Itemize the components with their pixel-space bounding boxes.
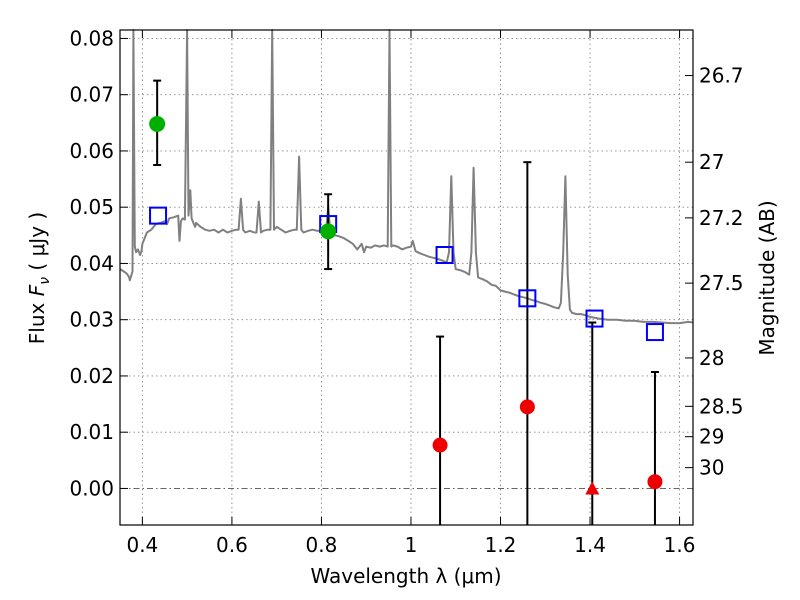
x-tick-label: 1 xyxy=(405,533,418,557)
magnitude-tick-label: 28.5 xyxy=(699,394,744,418)
y-axis-label: Flux Fν ( μJy ) xyxy=(25,212,53,344)
y-tick-label: 0.04 xyxy=(69,251,114,275)
x-tick-label: 1.4 xyxy=(574,533,606,557)
y-tick-label: 0.06 xyxy=(69,139,114,163)
model-photometry-square xyxy=(435,246,454,264)
model-sed-spectrum xyxy=(119,29,694,325)
upper-limit-point xyxy=(432,437,448,453)
y-tick-label: 0.02 xyxy=(69,364,114,388)
detection-point xyxy=(320,223,337,240)
x-tick-label: 0.6 xyxy=(216,533,248,557)
model-photometry-square xyxy=(585,309,604,328)
x-tick-label: 0.4 xyxy=(126,533,158,557)
model-photometry-square xyxy=(149,206,168,225)
y-axis-label-prefix: Flux xyxy=(25,296,49,344)
y-tick-label: 0.05 xyxy=(69,195,114,219)
magnitude-tick-label: 28 xyxy=(699,346,724,370)
x-axis-label: Wavelength λ (μm) xyxy=(310,564,501,588)
model-photometry-square xyxy=(645,323,664,342)
upper-limit-point xyxy=(647,474,663,490)
magnitude-tick-label: 30 xyxy=(699,456,724,480)
y-tick-label: 0.01 xyxy=(69,420,114,444)
x-tick-label: 1.2 xyxy=(485,533,517,557)
y-axis-label-sub: ν xyxy=(37,277,53,285)
y-tick-label: 0.07 xyxy=(69,83,114,107)
grid xyxy=(120,30,693,525)
axis-ticks xyxy=(120,30,693,525)
upper-limit-triangle xyxy=(585,481,600,495)
model-sed-layer xyxy=(119,29,694,325)
y-axis-label-unit: ( μJy ) xyxy=(25,212,49,277)
y-tick-label: 0.03 xyxy=(69,308,114,332)
plot-frame xyxy=(119,29,694,526)
magnitude-tick-label: 27.5 xyxy=(699,271,744,295)
model-photometry-square xyxy=(518,289,537,308)
right-axis-label: Magnitude (AB) xyxy=(755,200,779,355)
detection-point xyxy=(149,115,166,132)
y-axis-label-var: F xyxy=(25,284,49,296)
magnitude-tick-label: 27 xyxy=(699,150,724,174)
error-bars xyxy=(153,79,659,525)
photometry-markers xyxy=(149,115,664,495)
y-tick-label: 0.08 xyxy=(69,26,114,50)
magnitude-tick-label: 27.2 xyxy=(699,206,744,230)
y-tick-label: 0.00 xyxy=(69,476,114,500)
magnitude-tick-label: 26.7 xyxy=(699,64,744,88)
upper-limit-point xyxy=(519,399,535,415)
x-tick-label: 0.8 xyxy=(306,533,338,557)
magnitude-tick-label: 29 xyxy=(699,425,724,449)
tick-labels: 0.4 0.6 0.8 1 1.2 1.4 1.6 0.00 0.01 0.02 0.03 0.04 0… xyxy=(69,26,743,557)
x-tick-label: 1.6 xyxy=(664,533,696,557)
